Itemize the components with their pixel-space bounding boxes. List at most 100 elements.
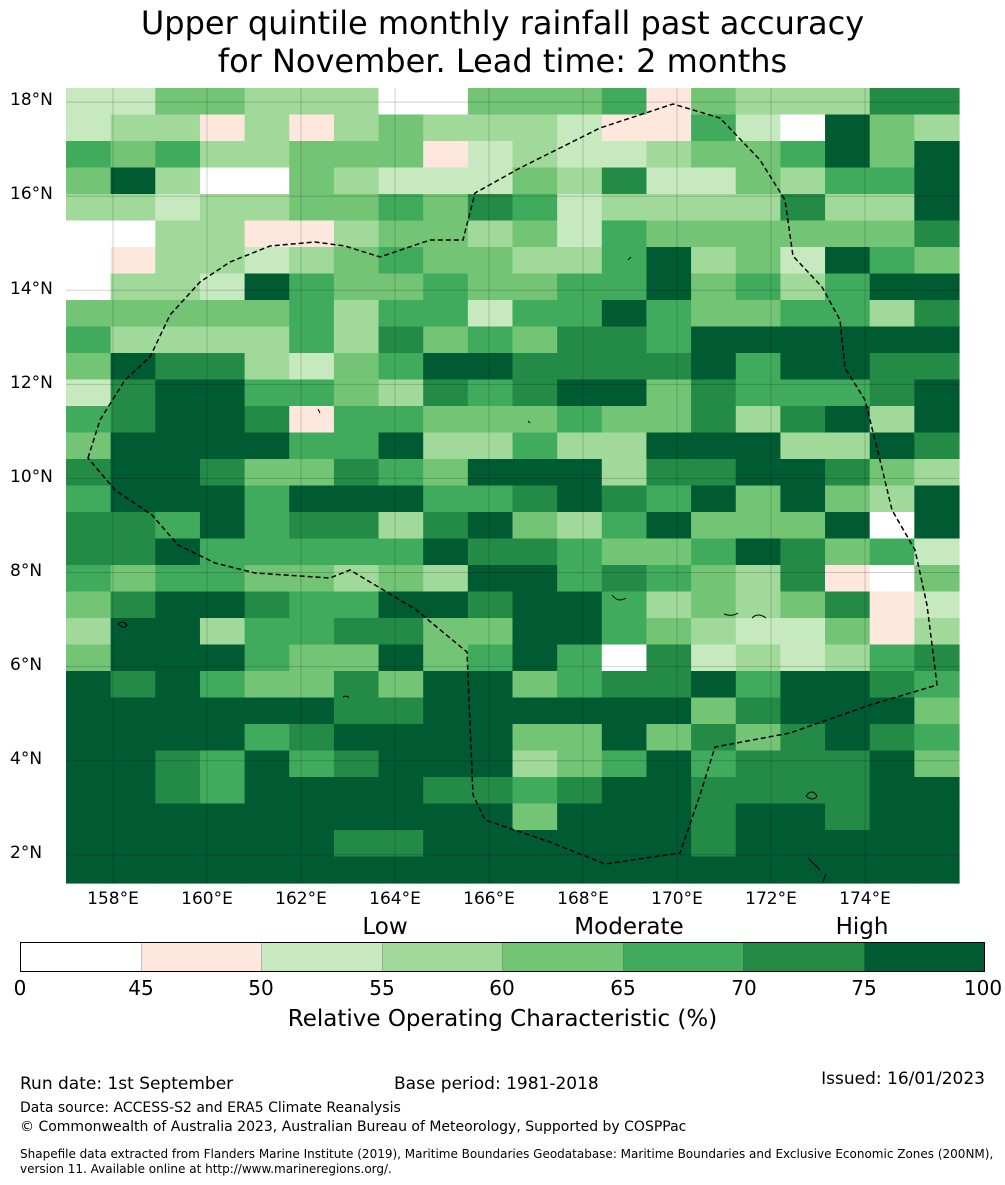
grid-cell xyxy=(155,724,201,752)
grid-cell xyxy=(423,803,469,831)
grid-cell xyxy=(825,591,871,619)
grid-cell xyxy=(199,88,246,116)
colorbar-tick: 55 xyxy=(369,976,395,1000)
grid-cell xyxy=(289,194,335,222)
grid-cell xyxy=(244,379,290,407)
grid-cell xyxy=(423,777,469,805)
grid-cell xyxy=(869,167,915,195)
grid-cell xyxy=(780,485,826,513)
grid-cell xyxy=(691,194,737,222)
grid-cell xyxy=(646,141,692,169)
grid-cell xyxy=(691,644,737,672)
colorbar-tick: 45 xyxy=(128,976,154,1000)
grid-cell xyxy=(110,247,156,275)
grid-cell xyxy=(691,538,737,566)
grid-cell xyxy=(244,220,290,248)
grid-cell xyxy=(557,326,603,354)
grid-cell xyxy=(423,194,469,222)
grid-cell xyxy=(66,326,112,354)
grid-cell xyxy=(869,750,915,778)
grid-cell xyxy=(110,856,156,884)
grid-cell xyxy=(423,432,469,460)
grid-cell xyxy=(557,512,603,540)
grid-cell xyxy=(691,856,737,884)
grid-cell xyxy=(467,220,514,248)
grid-cell xyxy=(914,194,960,222)
grid-cell xyxy=(333,353,380,381)
grid-cell xyxy=(646,247,692,275)
grid-cell xyxy=(825,406,871,434)
grid-cell xyxy=(423,830,469,858)
grid-cell xyxy=(333,220,380,248)
grid-cell xyxy=(289,167,335,195)
grid-cell xyxy=(646,432,692,460)
grid-cell xyxy=(289,724,335,752)
eez-boundary xyxy=(87,103,938,865)
run-date: Run date: 1st September xyxy=(20,1074,234,1094)
grid-cell xyxy=(914,856,960,884)
grid-cell xyxy=(735,512,781,540)
grid-cell xyxy=(512,644,558,672)
grid-cell xyxy=(825,141,871,169)
grid-cell xyxy=(110,406,156,434)
grid-cell xyxy=(199,273,246,301)
grid-cell xyxy=(914,512,960,540)
grid-cell xyxy=(557,300,603,328)
grid-cell xyxy=(423,220,469,248)
grid-cell xyxy=(780,777,826,805)
grid-cell xyxy=(646,194,692,222)
grid-cell xyxy=(467,565,514,593)
grid-cell xyxy=(378,485,424,513)
grid-cell xyxy=(646,565,692,593)
grid-cell xyxy=(199,300,246,328)
grid-cell xyxy=(66,141,112,169)
grid-cell xyxy=(110,697,156,725)
grid-cell xyxy=(378,830,424,858)
grid-cell xyxy=(155,247,201,275)
grid-cell xyxy=(244,406,290,434)
grid-cell xyxy=(825,777,871,805)
grid-cell xyxy=(467,273,514,301)
grid-cell xyxy=(825,856,871,884)
grid-cell xyxy=(378,777,424,805)
grid-cell xyxy=(825,512,871,540)
grid-cell xyxy=(735,247,781,275)
grid-cell xyxy=(467,724,514,752)
grid-cell xyxy=(467,459,514,487)
category-high-label: High xyxy=(835,914,889,940)
grid-cell xyxy=(244,512,290,540)
lat-label: 8°N xyxy=(10,561,43,581)
grid-cell xyxy=(557,671,603,699)
grid-cell xyxy=(914,353,960,381)
grid-cell xyxy=(601,88,648,116)
lon-label: 172°E xyxy=(745,889,797,909)
grid-cell xyxy=(199,777,246,805)
grid-cell xyxy=(914,326,960,354)
grid-cell xyxy=(423,644,469,672)
grid-cell xyxy=(735,724,781,752)
grid-cell xyxy=(557,432,603,460)
grid-cell xyxy=(512,485,558,513)
grid-cell xyxy=(914,141,960,169)
grid-cell xyxy=(780,512,826,540)
grid-cell xyxy=(110,565,156,593)
grid-cell xyxy=(467,432,514,460)
grid-cell xyxy=(780,565,826,593)
grid-cell xyxy=(155,141,201,169)
grid-cell xyxy=(423,167,469,195)
grid-cell xyxy=(378,432,424,460)
grid-cell xyxy=(467,194,514,222)
grid-cell xyxy=(378,114,424,142)
grid-cell xyxy=(825,538,871,566)
copyright: © Commonwealth of Australia 2023, Austra… xyxy=(20,1119,687,1135)
grid-cell xyxy=(914,724,960,752)
grid-cell xyxy=(512,194,558,222)
grid-cell xyxy=(155,273,201,301)
category-moderate-label: Moderate xyxy=(574,914,684,940)
grid-cell xyxy=(378,247,424,275)
grid-cell xyxy=(467,644,514,672)
grid-cell xyxy=(825,485,871,513)
grid-cell xyxy=(289,830,335,858)
grid-cell xyxy=(378,803,424,831)
grid-cell xyxy=(155,353,201,381)
